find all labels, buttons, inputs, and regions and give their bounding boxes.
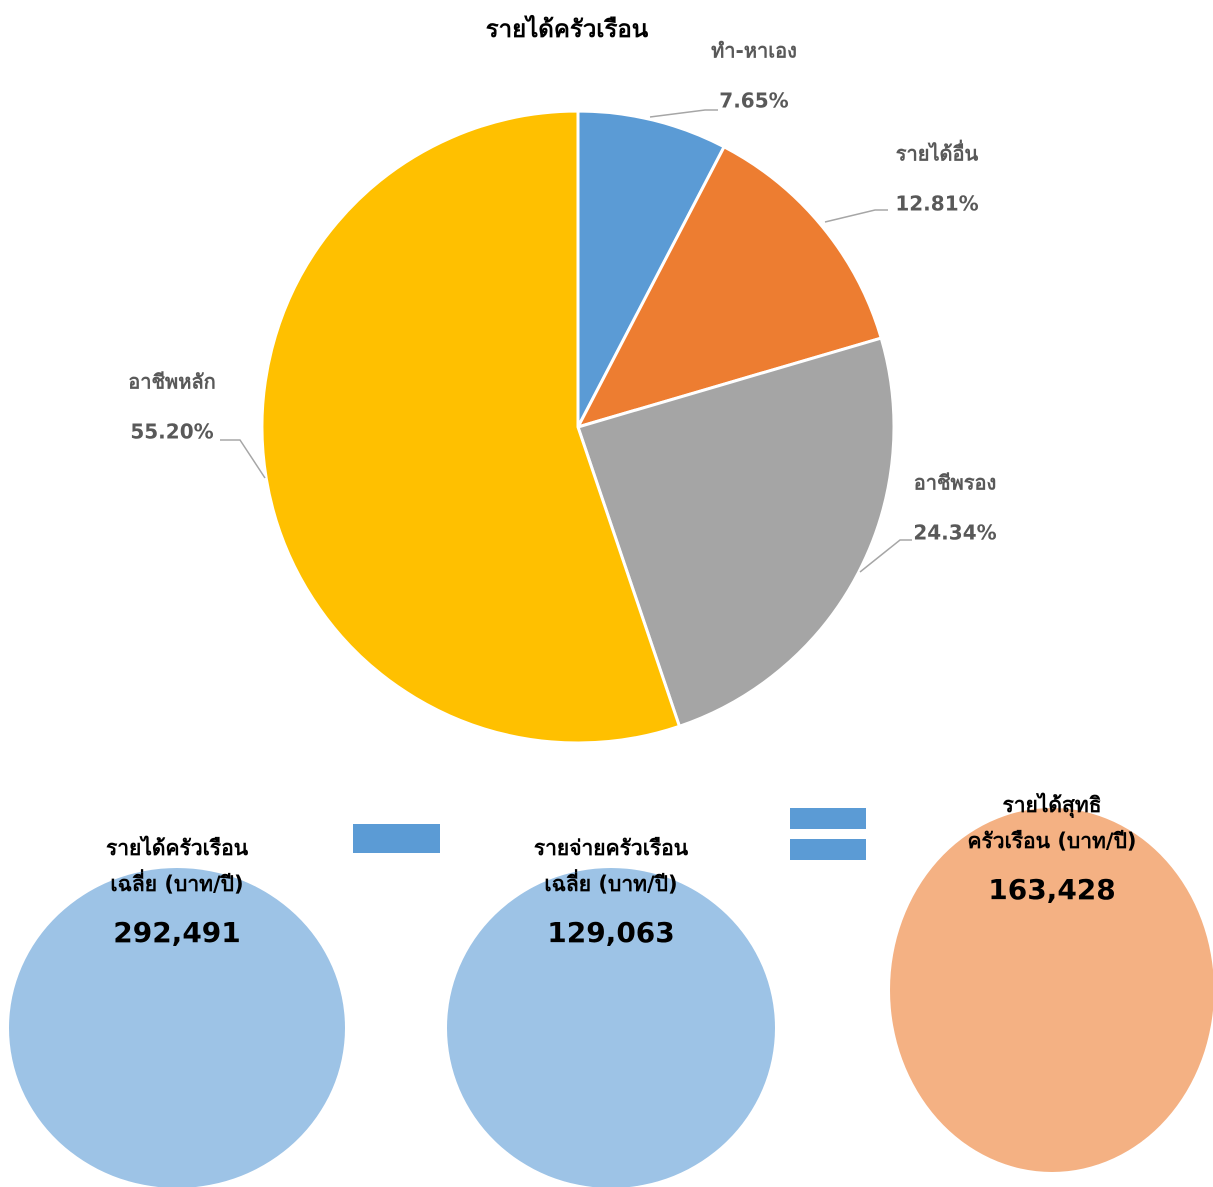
- category-label: รายได้อื่น: [896, 139, 979, 166]
- pie-slice: [576, 336, 896, 729]
- category-label: อาชีพรอง: [914, 471, 997, 495]
- category-label: ทำ-หาเอง: [711, 39, 797, 63]
- summary-amount: 163,428: [988, 873, 1116, 906]
- summary-label: ครัวเรือน (บาท/ปี): [967, 829, 1136, 853]
- value-label: 7.65%: [719, 89, 788, 113]
- summary-label: รายได้ครัวเรือน: [106, 835, 249, 860]
- category-label: อาชีพหลัก: [128, 370, 216, 394]
- equals-sign-top: [790, 808, 866, 829]
- summary-label: รายจ่ายครัวเรือน: [534, 836, 689, 860]
- leader-line: [220, 439, 266, 479]
- leader-line: [824, 209, 888, 223]
- minus-sign: [353, 824, 440, 853]
- value-label: 55.20%: [130, 420, 213, 444]
- summary-amount: 292,491: [113, 916, 241, 949]
- pie-slice: [575, 144, 884, 430]
- summary-label: รายได้สุทธิ: [1002, 792, 1101, 819]
- pie-slice: [260, 109, 682, 745]
- value-label: 24.34%: [913, 521, 996, 545]
- chart-title: รายได้ครัวเรือน: [486, 14, 649, 43]
- leader-line: [649, 109, 718, 118]
- summary-circle: [9, 868, 345, 1187]
- summary-label: เฉลี่ย (บาท/ปี): [110, 868, 243, 896]
- value-label: 12.81%: [895, 192, 978, 216]
- summary-circle: [890, 808, 1213, 1172]
- leader-line: [859, 539, 912, 573]
- summary-label: เฉลี่ย (บาท/ปี): [544, 868, 677, 896]
- pie-slice: [576, 109, 727, 428]
- summary-circle: [447, 868, 775, 1187]
- summary-amount: 129,063: [547, 916, 675, 949]
- equals-sign-bottom: [790, 839, 866, 860]
